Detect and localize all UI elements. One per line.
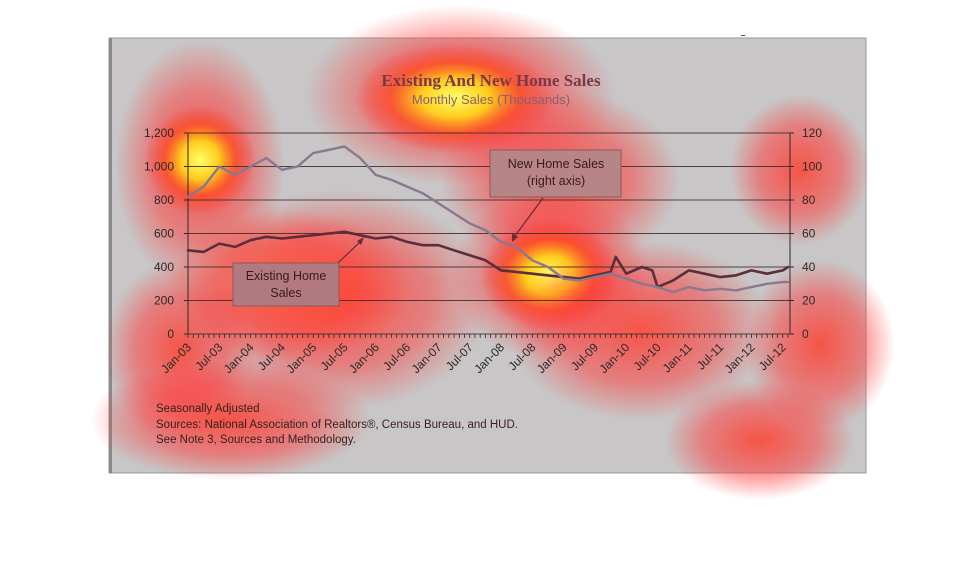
series-lines: [186, 145, 790, 294]
new-home-sales-line: [186, 145, 790, 294]
callout-new-home-sales-arrow: [511, 197, 544, 241]
left-y-tick-label: 800: [154, 193, 174, 207]
x-axis-minor-ticks: [187, 334, 789, 338]
callout-existing-home-sales-line2: Sales: [270, 286, 301, 300]
callout-new-home-sales-arrowhead: [512, 233, 518, 242]
right-y-tick-label: 40: [802, 260, 816, 274]
callout-existing-home-sales-line1: Existing Home: [246, 269, 327, 283]
right-y-tick-label: 100: [802, 160, 822, 174]
callout-existing-home-sales-box: [232, 262, 340, 307]
left-y-tick-label: 600: [154, 227, 174, 241]
left-y-axis-ticks: 0 200 400 600 800 1,000 1,200: [144, 126, 188, 341]
note-sources: Sources: National Association of Realtor…: [156, 419, 518, 431]
chart-subtitle: Monthly Sales (Thousands): [412, 92, 570, 107]
right-y-axis-ticks: 0 20 40 60 80 100 120: [790, 126, 822, 341]
callout-new-home-sales-box: [489, 149, 622, 198]
tiny-mark: [741, 35, 745, 36]
existing-home-sales-line: [186, 230, 790, 289]
callout-existing-home-sales-arrow: [337, 239, 363, 264]
right-y-tick-label: 120: [802, 126, 822, 140]
left-y-tick-label: 400: [154, 260, 174, 274]
right-y-tick-label: 0: [802, 327, 809, 341]
callout-existing-home-sales: Existing Home Sales: [232, 237, 364, 307]
right-y-tick-label: 80: [802, 193, 816, 207]
callout-new-home-sales-line1: New Home Sales: [508, 157, 605, 171]
left-y-tick-label: 1,000: [144, 160, 174, 174]
callout-existing-home-sales-arrowhead: [357, 237, 364, 245]
right-y-tick-label: 20: [802, 294, 816, 308]
attention-heat-overlay: [90, 5, 895, 500]
left-y-tick-label: 1,200: [144, 126, 174, 140]
note-seasonally-adjusted: Seasonally Adjusted: [156, 403, 260, 415]
callout-new-home-sales: New Home Sales (right axis): [489, 149, 622, 242]
right-y-tick-label: 60: [802, 227, 816, 241]
left-y-tick-label: 200: [154, 294, 174, 308]
chart-frame-left-edge: [109, 38, 112, 473]
note-methodology: See Note 3, Sources and Methodology.: [156, 434, 356, 446]
left-y-tick-label: 0: [167, 327, 174, 341]
chart-title: Existing And New Home Sales: [381, 71, 601, 90]
callout-new-home-sales-line2: (right axis): [527, 174, 585, 188]
